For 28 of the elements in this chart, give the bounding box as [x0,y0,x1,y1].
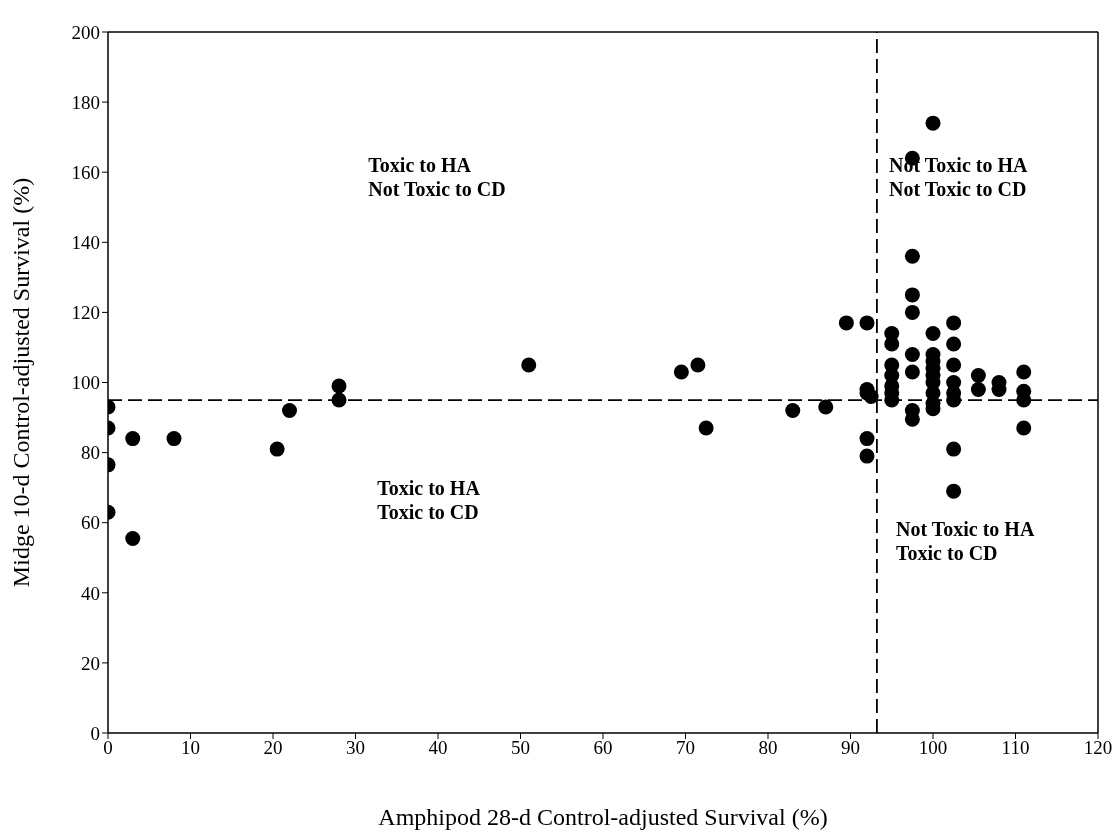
x-tick-label: 70 [676,737,695,759]
y-tick-label: 180 [71,91,100,113]
y-tick-label: 140 [71,232,100,254]
y-axis-title: Midge 10-d Control-adjusted Survival (%) [7,177,34,588]
y-tick-label: 160 [71,161,100,183]
y-tick-label: 60 [81,512,100,534]
x-tick-label: 60 [593,737,613,759]
annotation: Toxic to HA Not Toxic to CD [368,154,506,201]
y-tick-label: 40 [81,582,100,604]
y-tick-label: 120 [71,302,100,324]
x-tick-label: 120 [1083,737,1113,759]
y-tick-label: 100 [71,372,100,394]
x-tick-label: 10 [181,737,200,759]
y-tick-label: 200 [71,21,100,43]
annotation: Not Toxic to HA Toxic to CD [896,518,1035,565]
x-axis-title: Amphipod 28-d Control-adjusted Survival (%) [378,804,828,830]
x-tick-label: 110 [1001,737,1030,759]
x-tick-label: 100 [918,737,948,759]
y-tick-label: 0 [90,722,100,744]
x-tick-label: 90 [841,737,860,759]
x-tick-label: 30 [346,737,365,759]
y-tick-label: 20 [81,652,100,674]
x-tick-label: 40 [428,737,448,759]
x-tick-label: 80 [758,737,778,759]
y-tick-label: 80 [81,442,100,464]
x-tick-label: 50 [511,737,530,759]
x-tick-label: 20 [263,737,283,759]
annotation: Toxic to HA Toxic to CD [377,477,481,524]
